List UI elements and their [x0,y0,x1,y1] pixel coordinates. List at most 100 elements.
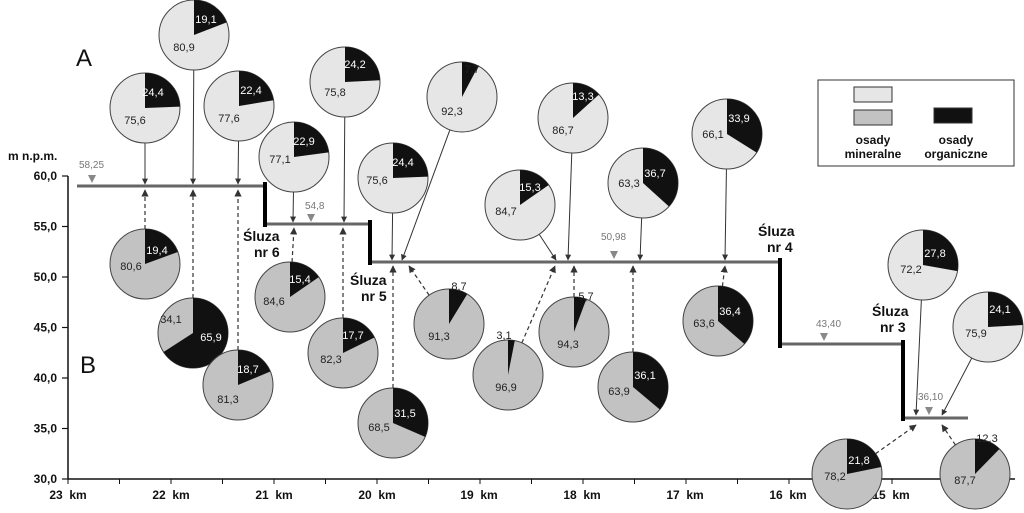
panel-label-b: B [80,352,96,379]
x-tick-label: 22 km [152,488,189,502]
pie-label-organic: 18,7 [237,364,258,376]
pie-label-mineral: 75,6 [366,175,387,187]
pie-label-mineral: 77,1 [269,154,290,166]
pie-slice-organic [145,229,178,264]
pie-label-mineral: 96,9 [495,382,516,394]
legend-mineral-line2: mineralne [845,147,902,161]
arrow-b [720,265,728,287]
pie-chart-a: 84,715,3 [484,169,556,241]
y-tick-label: 30,0 [34,472,58,486]
pie-label-organic: 12,3 [976,433,997,445]
lock-4-label-line2: nr 4 [767,239,793,255]
pie-label-organic: 15,3 [519,182,540,194]
water-level-marker-icon [307,214,315,222]
pie-label-mineral: 63,9 [608,386,629,398]
x-tick-label: 18 km [563,488,600,502]
arrow-a [341,116,348,223]
pie-label-organic: 24,4 [142,87,163,99]
arrow-a [913,299,922,416]
pie-chart-a: 75,6 24,4 [109,72,181,144]
pie-label-organic: 8,7 [451,281,466,293]
pie-slice-organic [462,62,479,97]
arrow-a [235,140,242,185]
pie-label-mineral: 84,6 [263,296,284,308]
pie-label-organic: 33,9 [728,113,749,125]
water-level-markers: 58,25 54,8 50,98 43,40 36,10 [79,160,943,415]
pie-label-mineral: 87,7 [954,475,975,487]
x-tick-label: 17 km [666,488,703,502]
pie-label-mineral: 92,3 [441,106,462,118]
y-tick-label: 55,0 [34,220,58,234]
pie-label-mineral: 80,6 [120,261,141,273]
pie-slice-organic [643,148,678,207]
pie-slice-organic [343,318,375,353]
arrow-b [941,424,956,446]
legend-organic-line1: osady [939,133,974,147]
lock-labels: Śluza nr 6 Śluza nr 5 Śluza nr 4 Śluza n… [243,222,909,335]
pie-label-mineral: 81,3 [217,394,238,406]
pie-chart-b: 84,6 15,4 [254,261,326,333]
pie-label-organic: 19,4 [146,245,167,257]
pie-slice-organic [975,439,1000,474]
pie-chart-b: 34,1 65,9 [157,297,229,369]
lock-3-label-line1: Śluza [872,302,909,319]
y-tick-label: 50,0 [34,270,58,284]
pie-label-organic: 27,8 [924,248,945,260]
pie-label-mineral: 80,9 [173,42,194,54]
water-profile [77,184,968,420]
pie-chart-a: 92,3 7,7 [426,61,498,133]
water-level-label: 36,10 [918,392,943,403]
pie-label-mineral: 94,3 [557,339,578,351]
pie-label-organic: 13,3 [572,91,593,103]
pie-chart-b: 81,3 18,7 [202,349,274,421]
water-level-label: 50,98 [601,232,626,243]
pie-label-mineral: 68,5 [368,422,389,434]
pie-label-mineral: 34,1 [160,314,181,326]
pie-chart-b: 94,3 5,7 [538,291,610,368]
pie-label-mineral: 78,2 [824,471,845,483]
pie-label-organic: 36,1 [634,370,655,382]
pie-chart-a: 80,9 19,1 [158,0,230,71]
pie-label-mineral: 63,3 [618,178,639,190]
water-level-label: 43,40 [816,319,841,330]
pie-label-organic: 31,5 [394,408,415,420]
pie-slice-organic [573,83,599,118]
pie-chart-b: 96,9 3,1 [472,330,544,411]
pie-chart-b: 63,6 36,4 [682,285,754,357]
pie-slice-organic [574,297,587,332]
pie-label-mineral: 75,9 [965,328,986,340]
pie-label-mineral: 75,8 [324,87,345,99]
pie-label-mineral: 72,2 [900,264,921,276]
pie-label-mineral: 82,3 [320,354,341,366]
pie-slice-organic [520,170,549,205]
pie-chart-b: 78,221,8 [811,438,883,510]
pie-slice-organic [194,0,227,35]
pie-label-mineral: 75,6 [124,115,145,127]
pie-slice-organic [238,350,271,385]
pie-slice-organic [345,47,380,82]
pie-slice-organic [294,122,329,157]
water-level-marker-icon [88,175,96,183]
pie-chart-a: 75,8 24,2 [309,46,381,118]
arrow-a [190,69,197,185]
y-tick-label: 40,0 [34,371,58,385]
pie-chart-b: 87,7 12,3 [939,433,1011,510]
pie-label-mineral: 63,6 [693,318,714,330]
arrow-a [389,212,396,261]
water-level-label: 58,25 [79,160,104,171]
legend-swatch-mineral-a [853,86,893,103]
water-level-marker-icon [925,407,933,415]
arrow-b [408,265,430,296]
legend: osady mineralne osady organiczne [817,79,1015,167]
x-tick-label: 15 km [872,488,909,502]
arrow-a [722,168,729,261]
pie-slice-organic [449,289,468,324]
lock-5-label-line1: Śluza [350,271,387,288]
pie-label-organic: 24,4 [392,157,413,169]
pie-slice-organic [633,352,668,410]
y-axis-ticks: 60,0 55,0 50,0 45,0 40,0 35,0 30,0 [34,169,68,486]
arrow-b [290,227,298,263]
pie-label-organic: 65,9 [200,332,221,344]
lock-3-label-line2: nr 3 [880,319,906,335]
